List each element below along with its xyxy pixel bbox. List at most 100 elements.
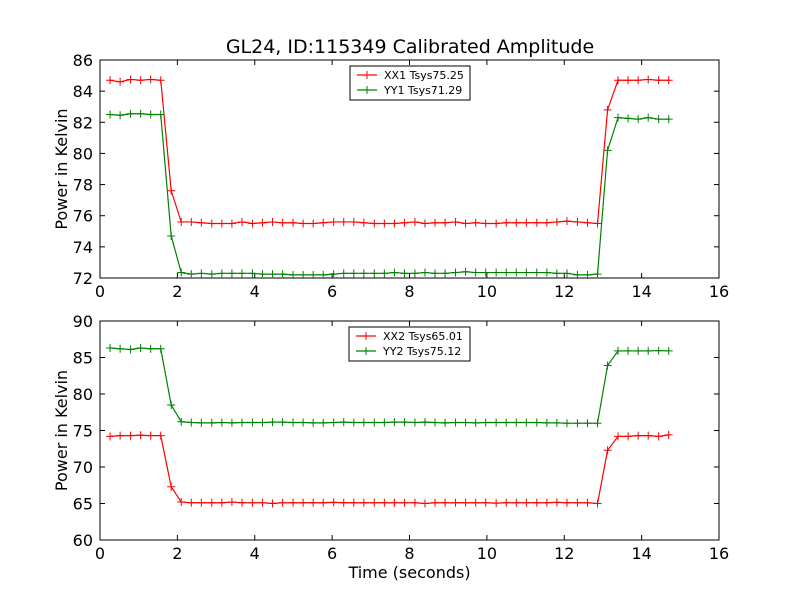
data-point (654, 432, 663, 441)
data-point (167, 400, 176, 409)
x-tick-label: 14 (631, 544, 651, 563)
x-tick-label: 16 (709, 282, 729, 301)
legend: XX1 Tsys75.25 YY1 Tsys71.29 (349, 65, 471, 101)
data-point (299, 498, 308, 507)
data-point (522, 498, 531, 507)
data-point (126, 345, 135, 354)
data-point (207, 270, 216, 279)
data-point (400, 418, 409, 427)
data-point (410, 418, 419, 427)
data-point (146, 431, 155, 440)
data-point (502, 268, 511, 277)
data-point (542, 498, 551, 507)
data-point (248, 498, 257, 507)
data-point (552, 498, 561, 507)
legend-label: YY2 Tsys75.12 (382, 345, 461, 358)
data-point (380, 269, 389, 278)
data-point (522, 218, 531, 227)
data-point (593, 419, 602, 428)
data-point (461, 267, 470, 276)
data-point (268, 217, 277, 226)
data-point (309, 270, 318, 279)
data-point (492, 499, 501, 508)
x-tick-label: 0 (95, 544, 105, 563)
data-point (552, 217, 561, 226)
data-point (431, 269, 440, 278)
data-point (329, 418, 338, 427)
data-point (207, 219, 216, 228)
data-point (217, 269, 226, 278)
series-line (109, 78, 669, 225)
data-point (197, 498, 206, 507)
data-point (167, 231, 176, 240)
legend-label: XX2 Tsys65.01 (383, 330, 463, 343)
x-tick-label: 6 (327, 282, 337, 301)
data-point (562, 269, 571, 278)
data-point (370, 269, 379, 278)
data-point (420, 268, 429, 277)
data-point (624, 76, 633, 85)
data-point (614, 76, 623, 85)
data-point (309, 418, 318, 427)
data-point (359, 269, 368, 278)
data-point (512, 218, 521, 227)
data-point (299, 270, 308, 279)
data-point (136, 431, 145, 440)
data-point (492, 219, 501, 228)
data-point (136, 109, 145, 118)
data-point (349, 269, 358, 278)
data-point (289, 218, 298, 227)
data-point (289, 418, 298, 427)
data-point (339, 418, 348, 427)
y-tick-label: 80 (73, 385, 93, 404)
y-tick-label: 85 (73, 349, 93, 368)
data-point (227, 219, 236, 228)
legend-marker (362, 347, 370, 355)
x-tick-label: 10 (477, 544, 497, 563)
data-point (370, 498, 379, 507)
data-point (603, 446, 612, 455)
data-point (339, 217, 348, 226)
data-point (410, 498, 419, 507)
x-tick-label: 16 (709, 544, 729, 563)
y-tick-label: 80 (73, 144, 93, 163)
data-point (349, 498, 358, 507)
data-point (502, 218, 511, 227)
data-point (146, 110, 155, 119)
data-point (319, 218, 328, 227)
legend-marker (362, 332, 370, 340)
data-point (603, 105, 612, 114)
data-point (431, 498, 440, 507)
data-point (461, 498, 470, 507)
data-point (593, 499, 602, 508)
legend-label: YY1 Tsys71.29 (383, 84, 462, 97)
data-point (492, 268, 501, 277)
data-point (562, 217, 571, 226)
x-tick-label: 2 (172, 282, 182, 301)
x-tick-label: 6 (327, 544, 337, 563)
data-point (593, 219, 602, 228)
data-point (217, 498, 226, 507)
data-point (461, 219, 470, 228)
data-point (431, 218, 440, 227)
data-point (258, 418, 267, 427)
data-point (502, 498, 511, 507)
y-tick-label: 90 (73, 312, 93, 331)
data-point (187, 217, 196, 226)
data-point (177, 498, 186, 507)
data-point (268, 418, 277, 427)
y-tick-label: 60 (73, 531, 93, 550)
x-tick-label: 4 (250, 282, 260, 301)
data-point (532, 218, 541, 227)
data-point (431, 418, 440, 427)
data-point (644, 346, 653, 355)
data-point (614, 346, 623, 355)
y-tick-label: 82 (73, 113, 93, 132)
data-point (420, 499, 429, 508)
data-point (654, 346, 663, 355)
data-point (583, 498, 592, 507)
data-point (329, 498, 338, 507)
data-point (634, 115, 643, 124)
y-tick-label: 78 (73, 176, 93, 195)
